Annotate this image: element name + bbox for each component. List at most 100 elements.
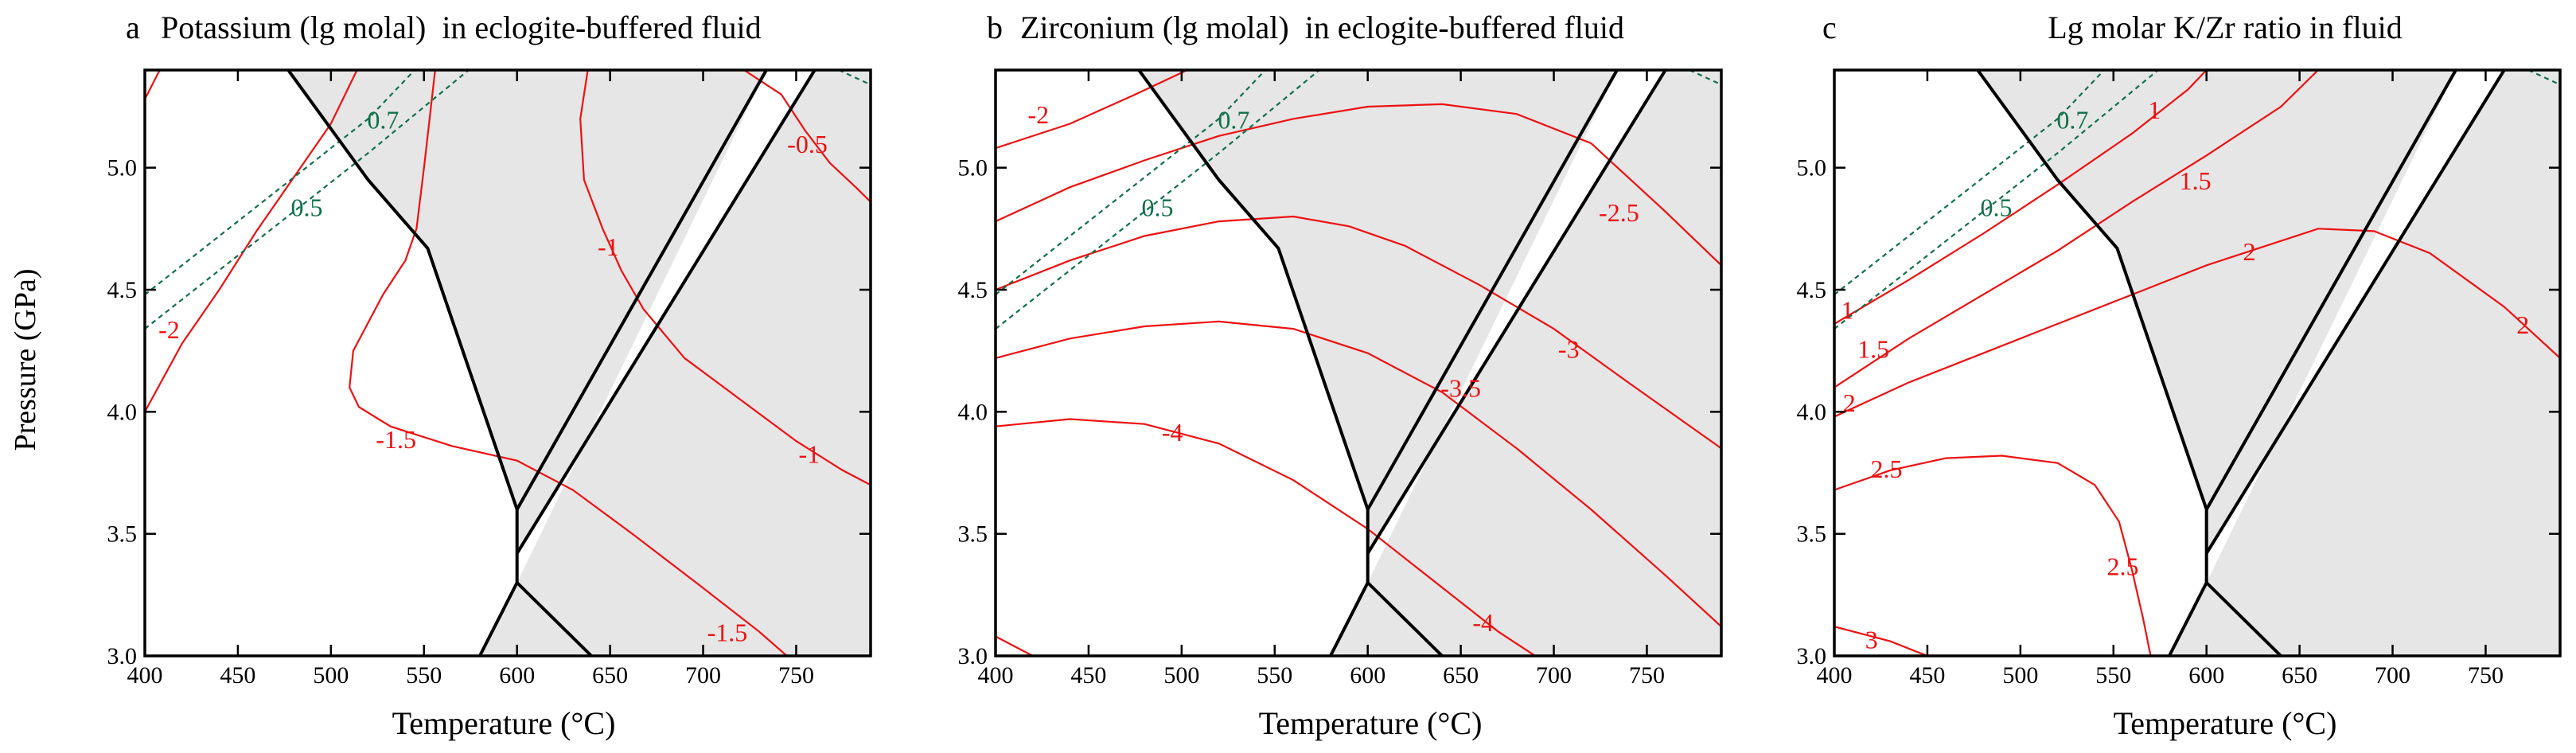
contour-label: -3.5	[1440, 374, 1481, 403]
x-tick-label: 500	[2002, 662, 2038, 689]
x-tick-label: 400	[1817, 662, 1853, 689]
x-tick-label: 550	[2095, 662, 2131, 689]
x-tick-label: 600	[499, 662, 535, 689]
panel-a-letter: a	[126, 10, 140, 45]
phase-boundary	[2205, 581, 2282, 656]
y-tick-label: 3.5	[958, 521, 988, 548]
isopleth-line	[838, 70, 871, 86]
phase-boundary	[1366, 70, 1667, 555]
contour-line	[996, 70, 1188, 150]
contour-label: 2	[2243, 237, 2255, 266]
isopleth-label: 0.7	[367, 105, 399, 134]
panel-b-header: b Zirconium (lg molal) in eclogite-buffe…	[987, 10, 1624, 45]
contour-label: 1.5	[1857, 335, 1889, 364]
contour-label: 2	[1843, 388, 1856, 417]
phase-boundary	[2204, 70, 2457, 510]
y-tick-label: 4.0	[958, 399, 988, 425]
isopleth-line	[1834, 70, 2159, 330]
contour-line	[349, 70, 788, 656]
contour-line	[996, 635, 1034, 656]
contour-label: 2.5	[2106, 552, 2138, 581]
contour-line	[996, 418, 1536, 656]
y-tick-label: 4.5	[958, 277, 988, 303]
x-tick-label: 750	[778, 662, 814, 689]
isopleth-label: 0.5	[1141, 193, 1173, 222]
y-tick-label: 3.0	[958, 643, 988, 669]
y-tick-label: 4.5	[1797, 277, 1827, 303]
y-axis-label: Pressure (GPa)	[9, 268, 42, 451]
contour-label: -2.5	[1599, 198, 1639, 227]
contour-line	[1834, 455, 2152, 656]
panel-a: a Potassium (lg molal) in eclogite-buffe…	[107, 10, 872, 741]
contour-label: -1	[598, 232, 619, 261]
isopleth-line	[145, 70, 470, 330]
phase-boundary	[516, 581, 593, 656]
contour-label: 1	[2148, 96, 2161, 124]
y-tick-label: 4.5	[107, 277, 138, 303]
panel-b-title: Zirconium (lg molal) in eclogite-buffere…	[1020, 10, 1624, 45]
x-tick-label: 600	[1350, 662, 1385, 689]
x-tick-label: 750	[2468, 662, 2504, 689]
panel-a-header: a Potassium (lg molal) in eclogite-buffe…	[126, 10, 762, 45]
contour-label: -3	[1558, 335, 1580, 364]
x-tick-label: 650	[592, 662, 628, 689]
phase-boundary	[515, 70, 768, 510]
y-tick-label: 5.0	[958, 155, 988, 181]
contour-label: 2	[2516, 310, 2529, 339]
x-tick-label: 400	[127, 662, 163, 689]
phase-boundary	[2204, 70, 2506, 555]
contour-line	[579, 70, 871, 486]
x-tick-label: 700	[1536, 662, 1572, 689]
x-tick-label: 400	[978, 662, 1014, 689]
plot-frame	[994, 68, 1723, 657]
isopleth-label: 0.7	[2056, 105, 2088, 134]
y-tick-label: 3.5	[1797, 521, 1827, 548]
contour-line	[996, 215, 1721, 450]
phase-field-area	[1978, 70, 2560, 656]
panel-a-title: Potassium (lg molal) in eclogite-buffere…	[161, 10, 762, 45]
phase-boundary	[1366, 70, 1619, 510]
x-tick-label: 550	[1257, 662, 1292, 689]
isopleth-line	[996, 70, 1320, 330]
contour-line	[996, 320, 1721, 628]
contour-label: -4	[1162, 418, 1183, 447]
x-tick-label: 650	[2282, 662, 2317, 689]
contour-label: -1.5	[376, 425, 416, 454]
isopleth-line	[1834, 70, 2105, 295]
phase-boundary	[1366, 581, 1444, 656]
plot-area: -2 -1.5 -1 -1.5 -1 -0.5 0.7 0.5	[145, 70, 871, 656]
x-tick-label: 500	[1163, 662, 1199, 689]
contour-line	[1834, 228, 2560, 418]
isopleth-line	[145, 70, 415, 295]
contour-label: -1.5	[707, 618, 748, 646]
x-tick-label: 700	[2375, 662, 2410, 689]
y-tick-label: 3.5	[107, 521, 138, 548]
plot-frame	[1833, 68, 2562, 657]
contour-label: -2	[1027, 100, 1049, 129]
panel-b-plot: -2 -2.5 -3 -3.5 -4 -4 0.7 0.5 400 450 500 550 600 650…	[958, 68, 1723, 689]
phase-field-area	[288, 70, 871, 656]
x-tick-label: 500	[313, 662, 349, 689]
panel-b-x-axis-label: Temperature (°C)	[1259, 705, 1483, 741]
x-tick-label: 450	[1070, 662, 1106, 689]
y-tick-label: 4.0	[107, 399, 138, 425]
phase-field-area	[1139, 70, 1721, 656]
contour-label: 3	[1865, 626, 1878, 654]
y-tick-label: 3.0	[1797, 643, 1827, 669]
contour-label: -0.5	[787, 130, 828, 158]
x-tick-label: 550	[406, 662, 442, 689]
phase-boundary	[515, 70, 816, 555]
contour-label: -4	[1472, 608, 1494, 637]
contour-line	[1834, 626, 1928, 656]
isopleth-line	[1689, 70, 1721, 86]
contour-label: -2	[158, 315, 180, 344]
contour-line	[145, 70, 358, 412]
panel-b-letter: b	[987, 10, 1003, 45]
y-tick-label: 4.0	[1797, 399, 1827, 425]
x-tick-label: 450	[1909, 662, 1945, 689]
isopleth-line	[996, 70, 1266, 295]
y-tick-label: 5.0	[1797, 155, 1827, 181]
